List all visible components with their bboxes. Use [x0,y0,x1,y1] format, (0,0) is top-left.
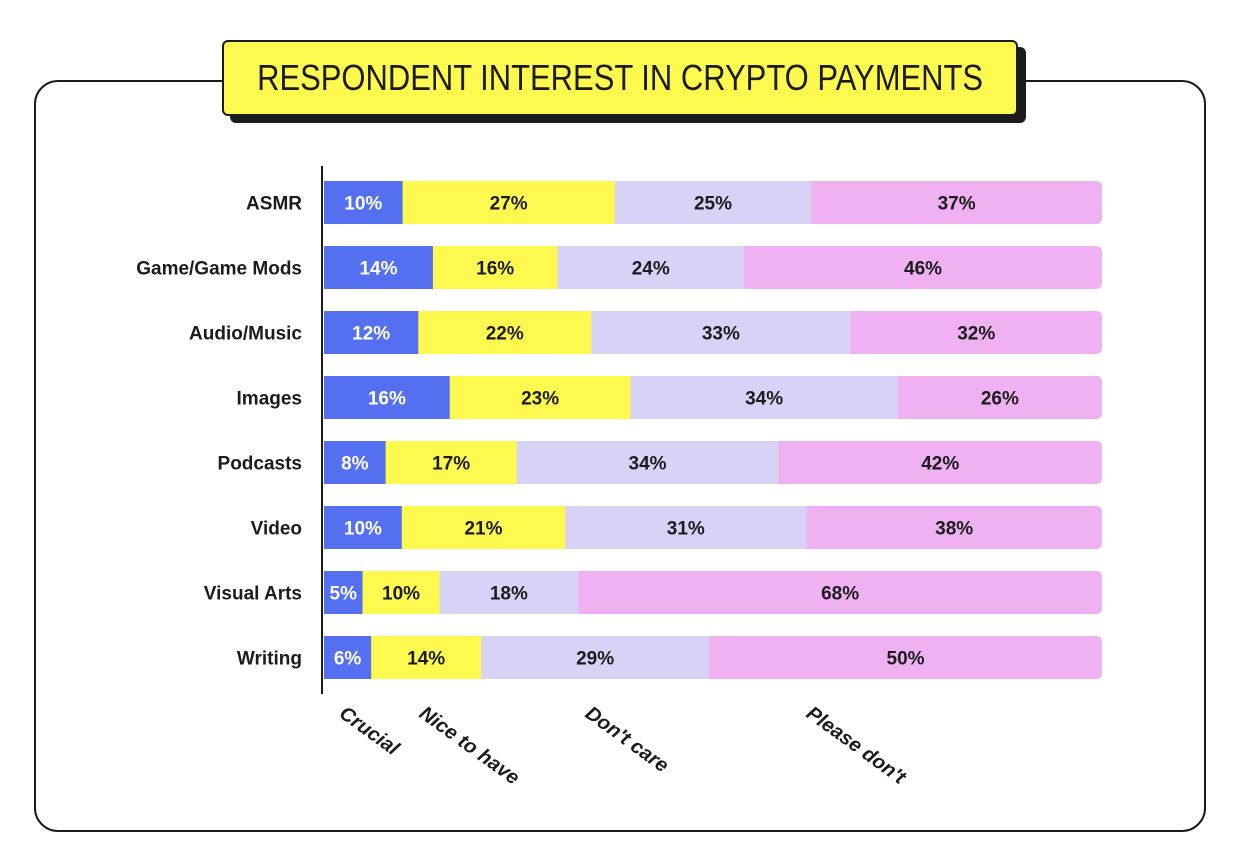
bar-segments [324,311,1102,354]
bar-row-podcasts: 8% 17% 34% 42% Podcasts [218,441,1102,484]
bar-game-game-mods-please-don-t [744,246,1102,289]
bar-row-audio-music: 12% 22% 33% 32% Audio/Music [189,311,1102,354]
bar-visual-arts-don-t-care [439,571,579,614]
data-label-audio-music-please-don-t: 32% [957,324,995,345]
data-label-images-crucial: 16% [368,389,406,410]
bar-visual-arts-please-don-t [578,571,1102,614]
bar-row-images: 16% 23% 34% 26% Images [237,376,1102,419]
category-label-video: Video [251,519,302,540]
data-label-game-game-mods-nice-to-have: 16% [476,259,514,280]
bar-images-crucial [324,376,451,419]
bar-asmr-crucial [324,181,404,224]
bar-game-game-mods-crucial [324,246,434,289]
data-label-images-please-don-t: 26% [981,389,1019,410]
bar-segments [324,376,1102,419]
data-label-podcasts-please-don-t: 42% [921,454,959,475]
bar-audio-music-please-don-t [850,311,1102,354]
data-label-images-don-t-care: 34% [745,389,783,410]
legend-please-don-t: Please don't [802,702,911,789]
bar-audio-music-nice-to-have [418,311,592,354]
data-label-game-game-mods-crucial: 14% [359,259,397,280]
bar-writing-nice-to-have [371,636,482,679]
data-label-writing-don-t-care: 29% [576,649,614,670]
bar-row-video: 10% 21% 31% 38% Video [251,506,1102,549]
bar-asmr-please-don-t [811,181,1102,224]
data-label-writing-nice-to-have: 14% [407,649,445,670]
data-label-visual-arts-nice-to-have: 10% [382,584,420,605]
bar-visual-arts-crucial [324,571,364,614]
data-label-asmr-nice-to-have: 27% [490,194,528,215]
bar-row-visual-arts: 5% 10% 18% 68% Visual Arts [204,571,1102,614]
bar-segments [324,181,1102,224]
data-label-images-nice-to-have: 23% [521,389,559,410]
chart-title: RESPONDENT INTEREST IN CRYPTO PAYMENTS [257,57,983,98]
data-label-visual-arts-don-t-care: 18% [490,584,528,605]
data-label-asmr-don-t-care: 25% [694,194,732,215]
data-label-video-don-t-care: 31% [667,519,705,540]
bar-writing-don-t-care [481,636,710,679]
data-label-podcasts-don-t-care: 34% [629,454,667,475]
bar-visual-arts-nice-to-have [362,571,441,614]
bar-writing-crucial [324,636,372,679]
bar-video-crucial [324,506,403,549]
data-label-video-please-don-t: 38% [935,519,973,540]
category-label-podcasts: Podcasts [218,454,302,475]
bar-video-don-t-care [565,506,807,549]
data-label-video-crucial: 10% [344,519,382,540]
data-label-visual-arts-please-don-t: 68% [821,584,859,605]
bar-audio-music-crucial [324,311,419,354]
bar-video-nice-to-have [401,506,566,549]
bar-writing-please-don-t [709,636,1102,679]
bar-audio-music-don-t-care [591,311,852,354]
bar-podcasts-nice-to-have [385,441,518,484]
title-banner: RESPONDENT INTEREST IN CRYPTO PAYMENTS [222,40,1018,116]
category-label-visual-arts: Visual Arts [204,584,302,605]
category-label-images: Images [237,389,302,410]
bar-game-game-mods-nice-to-have [432,246,558,289]
data-label-visual-arts-crucial: 5% [330,584,358,605]
bar-row-asmr: 10% 27% 25% 37% ASMR [246,181,1102,224]
bar-video-please-don-t [806,506,1102,549]
bar-game-game-mods-don-t-care [557,246,745,289]
data-label-audio-music-nice-to-have: 22% [486,324,524,345]
category-label-writing: Writing [237,649,302,670]
category-label-game-game-mods: Game/Game Mods [136,259,302,280]
data-label-writing-crucial: 6% [334,649,362,670]
data-label-video-nice-to-have: 21% [464,519,502,540]
legend-crucial: Crucial [335,702,403,760]
bar-podcasts-crucial [324,441,387,484]
legend-nice-to-have: Nice to have [415,702,523,789]
data-label-game-game-mods-don-t-care: 24% [632,259,670,280]
category-label-audio-music: Audio/Music [189,324,302,345]
data-label-podcasts-crucial: 8% [341,454,369,475]
bar-podcasts-don-t-care [516,441,779,484]
data-label-asmr-please-don-t: 37% [938,194,976,215]
bar-segments [324,441,1102,484]
bar-asmr-nice-to-have [402,181,616,224]
bar-asmr-don-t-care [614,181,812,224]
bar-images-please-don-t [897,376,1102,419]
data-label-audio-music-don-t-care: 33% [702,324,740,345]
bar-segments [324,506,1102,549]
legend-don-t-care: Don't care [581,702,672,777]
bar-segments [324,246,1102,289]
data-label-game-game-mods-please-don-t: 46% [904,259,942,280]
bar-images-don-t-care [630,376,899,419]
bar-podcasts-please-don-t [778,441,1102,484]
bar-segments [324,636,1102,679]
data-label-asmr-crucial: 10% [344,194,382,215]
bar-images-nice-to-have [449,376,631,419]
bar-row-game-game-mods: 14% 16% 24% 46% Game/Game Mods [136,246,1102,289]
data-label-audio-music-crucial: 12% [352,324,390,345]
data-label-podcasts-nice-to-have: 17% [432,454,470,475]
data-label-writing-please-don-t: 50% [887,649,925,670]
bar-segments [324,571,1102,614]
category-label-asmr: ASMR [246,194,302,215]
bar-row-writing: 6% 14% 29% 50% Writing [237,636,1102,679]
